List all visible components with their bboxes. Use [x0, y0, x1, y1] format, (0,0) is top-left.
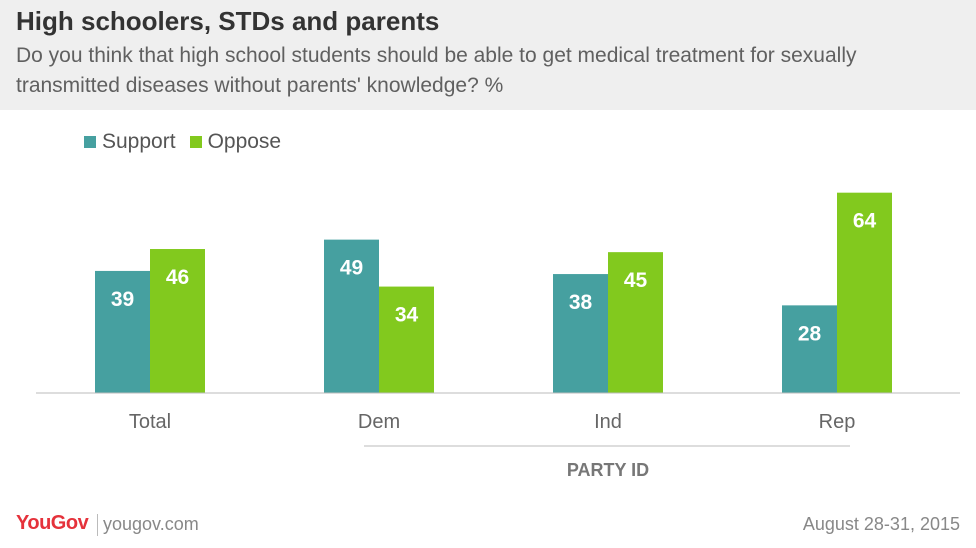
data-label-support-dem: 49	[340, 257, 363, 280]
footer-url: yougov.com	[103, 514, 199, 534]
legend-label-support: Support	[102, 130, 176, 153]
data-label-oppose-ind: 45	[624, 269, 648, 292]
bar-support-dem	[324, 239, 379, 393]
category-label-rep: Rep	[819, 411, 856, 433]
legend-swatch-oppose	[189, 136, 202, 148]
group-label-party-id: PARTY ID	[567, 460, 649, 480]
data-label-oppose-rep: 64	[853, 210, 877, 233]
legend-item-oppose: Oppose	[189, 130, 282, 154]
bar-support-total	[95, 270, 150, 393]
data-label-support-total: 39	[111, 288, 134, 311]
survey-date: August 28-31, 2015	[802, 514, 960, 534]
header: High schoolers, STDs and parents Do you …	[0, 0, 976, 110]
chart-subtitle: Do you think that high school students s…	[16, 44, 857, 97]
bar-oppose-ind	[608, 252, 663, 393]
footer-divider	[97, 514, 98, 536]
data-label-support-ind: 38	[569, 291, 593, 314]
legend-swatch-support	[84, 136, 96, 148]
bar-support-ind	[553, 274, 608, 393]
bar-oppose-dem	[379, 286, 434, 393]
data-label-support-rep: 28	[798, 322, 822, 345]
category-label-ind: Ind	[594, 411, 622, 433]
category-label-dem: Dem	[358, 411, 400, 433]
legend-label-oppose: Oppose	[207, 130, 282, 153]
bar-oppose-total	[150, 249, 205, 393]
data-label-oppose-dem: 34	[395, 304, 419, 327]
chart-title: High schoolers, STDs and parents	[16, 6, 440, 36]
yougov-logo: YouGov	[16, 512, 89, 534]
data-label-oppose-total: 46	[166, 266, 189, 289]
category-label-total: Total	[129, 411, 171, 433]
bar-support-rep	[782, 305, 837, 393]
bar-oppose-rep	[837, 192, 892, 393]
legend-item-support: Support	[84, 130, 176, 154]
legend: Support Oppose	[84, 130, 295, 154]
